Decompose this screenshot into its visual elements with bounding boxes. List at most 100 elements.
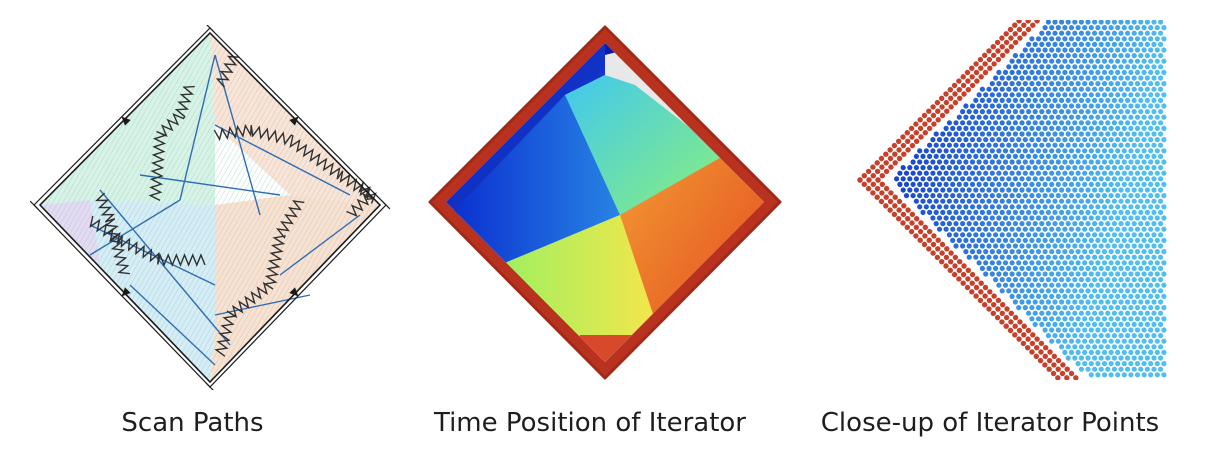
closeup-blue-dot [923,193,929,199]
closeup-blue-dot [1098,142,1104,148]
closeup-blue-dot [1134,327,1141,333]
closeup-blue-dot [1068,282,1075,288]
closeup-blue-dot [940,221,946,227]
closeup-blue-dot [1098,64,1104,70]
closeup-blue-dot [1098,20,1104,25]
closeup-blue-dot [1039,221,1045,227]
closeup-blue-dot [1118,277,1124,283]
closeup-blue-dot [966,209,972,215]
closeup-blue-dot [1105,142,1111,148]
closeup-blue-dot [1125,86,1131,92]
closeup-blue-dot [966,153,972,159]
closeup-blue-dot [1009,293,1015,299]
closeup-blue-dot [1108,316,1114,322]
closeup-blue-dot [1049,148,1055,154]
closeup-blue-dot [1108,215,1114,221]
closeup-blue-dot [1019,232,1025,238]
closeup-blue-dot [1095,47,1101,53]
closeup-blue-dot [1131,30,1137,36]
closeup-blue-dot [933,209,939,215]
closeup-red-dot [965,78,971,84]
closeup-blue-dot [1108,148,1114,154]
closeup-blue-dot [1002,237,1009,243]
closeup-blue-dot [1072,53,1078,59]
closeup-blue-dot [1002,114,1009,120]
closeup-blue-dot [1115,81,1121,87]
closeup-blue-dot [1006,109,1012,115]
closeup-blue-dot [969,204,976,210]
closeup-blue-dot [946,142,952,148]
closeup-blue-dot [969,181,976,187]
closeup-blue-dot [1131,97,1137,103]
closeup-blue-dot [963,226,969,232]
closeup-blue-dot [1068,36,1075,42]
closeup-blue-dot [930,159,936,165]
closeup-red-dot [861,181,867,187]
closeup-blue-dot [1115,271,1121,277]
closeup-blue-dot [979,221,985,227]
closeup-blue-dot [1141,327,1147,333]
closeup-blue-dot [1115,293,1121,299]
closeup-blue-dot [1085,53,1091,59]
closeup-blue-dot [1134,36,1141,42]
closeup-red-dot [931,233,937,239]
closeup-red-dot [956,78,962,84]
closeup-blue-dot [1009,226,1015,232]
closeup-blue-dot [993,243,999,249]
closeup-blue-dot [1049,316,1055,322]
closeup-blue-dot [1108,338,1114,344]
closeup-blue-dot [1101,361,1108,367]
closeup-blue-dot [1158,221,1164,227]
closeup-blue-dot [976,237,982,243]
closeup-blue-dot [1035,181,1042,187]
closeup-red-dot [956,276,962,282]
closeup-blue-dot [1055,282,1061,288]
closeup-blue-dot [1072,321,1078,327]
closeup-blue-dot [1138,355,1144,361]
closeup-blue-dot [1035,103,1042,109]
closeup-blue-dot [1092,265,1098,271]
time-position-panel [420,15,790,390]
closeup-blue-dot [1134,237,1141,243]
closeup-blue-dot [1131,243,1137,249]
closeup-blue-dot [1032,310,1038,316]
closeup-red-dot [939,259,945,265]
closeup-blue-dot [1128,36,1134,42]
closeup-blue-dot [1059,120,1065,126]
closeup-red-dot [1060,362,1066,368]
closeup-blue-dot [1111,333,1117,339]
closeup-blue-dot [936,170,943,176]
closeup-blue-dot [1138,366,1144,372]
scan-zigzag-4 [214,200,305,357]
closeup-red-dot [926,228,933,235]
closeup-blue-dot [1134,349,1141,355]
closeup-blue-dot [927,142,933,148]
closeup-blue-dot [1141,181,1147,187]
closeup-blue-dot [1154,237,1160,243]
closeup-blue-dot [1082,181,1088,187]
closeup-blue-dot [1154,293,1160,299]
closeup-blue-dot [956,137,962,143]
closeup-blue-dot [1082,349,1088,355]
closeup-red-dot [1021,31,1027,37]
closeup-blue-dot [983,271,989,277]
closeup-blue-dot [1088,260,1094,266]
closeup-blue-dot [1158,254,1164,260]
closeup-blue-dot [983,249,989,255]
closeup-blue-dot [1062,293,1068,299]
closeup-blue-dot [1082,293,1088,299]
closeup-blue-dot [1072,153,1078,159]
closeup-red-dot [887,198,894,205]
closeup-blue-dot [1131,153,1137,159]
closeup-blue-dot [1131,254,1137,260]
closeup-blue-dot [1088,204,1094,210]
closeup-blue-dot [1049,159,1055,165]
closeup-blue-dot [1029,193,1035,199]
closeup-blue-dot [910,181,916,187]
closeup-blue-dot [1012,277,1018,283]
closeup-blue-dot [1101,25,1108,31]
closeup-blue-dot [1082,81,1088,87]
closeup-blue-dot [1002,204,1009,210]
closeup-blue-dot [1095,327,1101,333]
closeup-red-dot [1008,310,1014,316]
